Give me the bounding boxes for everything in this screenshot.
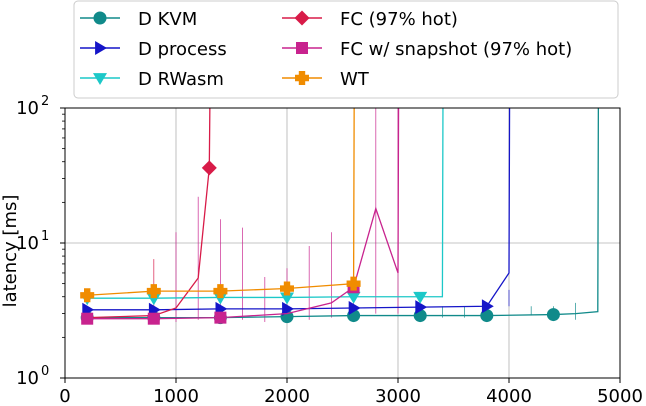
legend: D KVM D process D RWasm FC (97% hot) FC w/ s…: [73, 0, 619, 99]
x-axis: 0 1000 2000 3000 4000 5000: [59, 378, 643, 406]
legend-box: [73, 0, 619, 99]
data-point: [146, 284, 161, 299]
legend-label: FC (97% hot): [340, 9, 458, 30]
legend-label: D process: [138, 39, 227, 60]
y-tick-exponent: 1: [41, 229, 49, 244]
series-line: [87, 107, 511, 311]
y-tick-label: 10: [16, 233, 39, 254]
legend-marker: [93, 11, 107, 25]
legend-marker: [93, 73, 107, 85]
data-point: [81, 312, 94, 325]
legend-item: WT: [282, 69, 370, 90]
data-point: [413, 291, 428, 304]
data-point: [201, 160, 217, 176]
data-point: [213, 292, 228, 305]
data-point: [213, 284, 228, 299]
data-point: [415, 300, 428, 315]
data-point: [282, 301, 294, 316]
series-line: [87, 107, 400, 320]
data-point: [146, 293, 161, 306]
data-point: [346, 291, 361, 304]
series-d-rwasm: [80, 107, 444, 306]
x-tick-label: 0: [59, 386, 70, 406]
series-wt: [80, 107, 361, 303]
data-point: [348, 301, 361, 316]
data-point: [214, 311, 227, 324]
legend-marker: [296, 42, 308, 54]
data-point: [546, 308, 560, 322]
legend-marker: [294, 10, 310, 26]
legend-label: FC w/ snapshot (97% hot): [340, 39, 572, 60]
legend-label: D KVM: [138, 9, 197, 30]
legend-item: FC w/ snapshot (97% hot): [282, 39, 572, 60]
y-axis-label: latency [ms]: [0, 195, 21, 308]
series-fc-97-hot: [87, 107, 217, 319]
x-tick-label: 5000: [597, 386, 643, 406]
y-tick-label: 10: [16, 98, 39, 119]
y-tick-exponent: 2: [41, 94, 49, 109]
legend-item: FC (97% hot): [282, 9, 458, 30]
legend-marker: [95, 41, 107, 55]
grid: [65, 108, 620, 378]
legend-item: D process: [80, 39, 227, 60]
data-point: [80, 288, 95, 303]
data-point: [280, 281, 294, 296]
x-tick-label: 3000: [375, 386, 421, 406]
series-line: [87, 107, 600, 319]
legend-item: D RWasm: [80, 69, 224, 90]
legend-item: D KVM: [80, 9, 197, 30]
series-d-process: [82, 107, 511, 317]
x-tick-label: 2000: [264, 386, 310, 406]
legend-marker: [295, 71, 309, 86]
data-point: [280, 292, 294, 305]
series-line: [87, 107, 211, 319]
series-group: [80, 107, 600, 325]
data-point: [481, 299, 494, 314]
series-line: [87, 107, 355, 296]
x-tick-label: 4000: [486, 386, 532, 406]
series-line: [87, 107, 444, 299]
data-point: [346, 276, 361, 291]
legend-label: WT: [340, 69, 370, 90]
x-tick-label: 1000: [153, 386, 199, 406]
y-tick-label: 10: [16, 368, 39, 389]
y-tick-exponent: 0: [41, 364, 49, 379]
data-point: [147, 312, 160, 325]
legend-label: D RWasm: [138, 69, 224, 90]
